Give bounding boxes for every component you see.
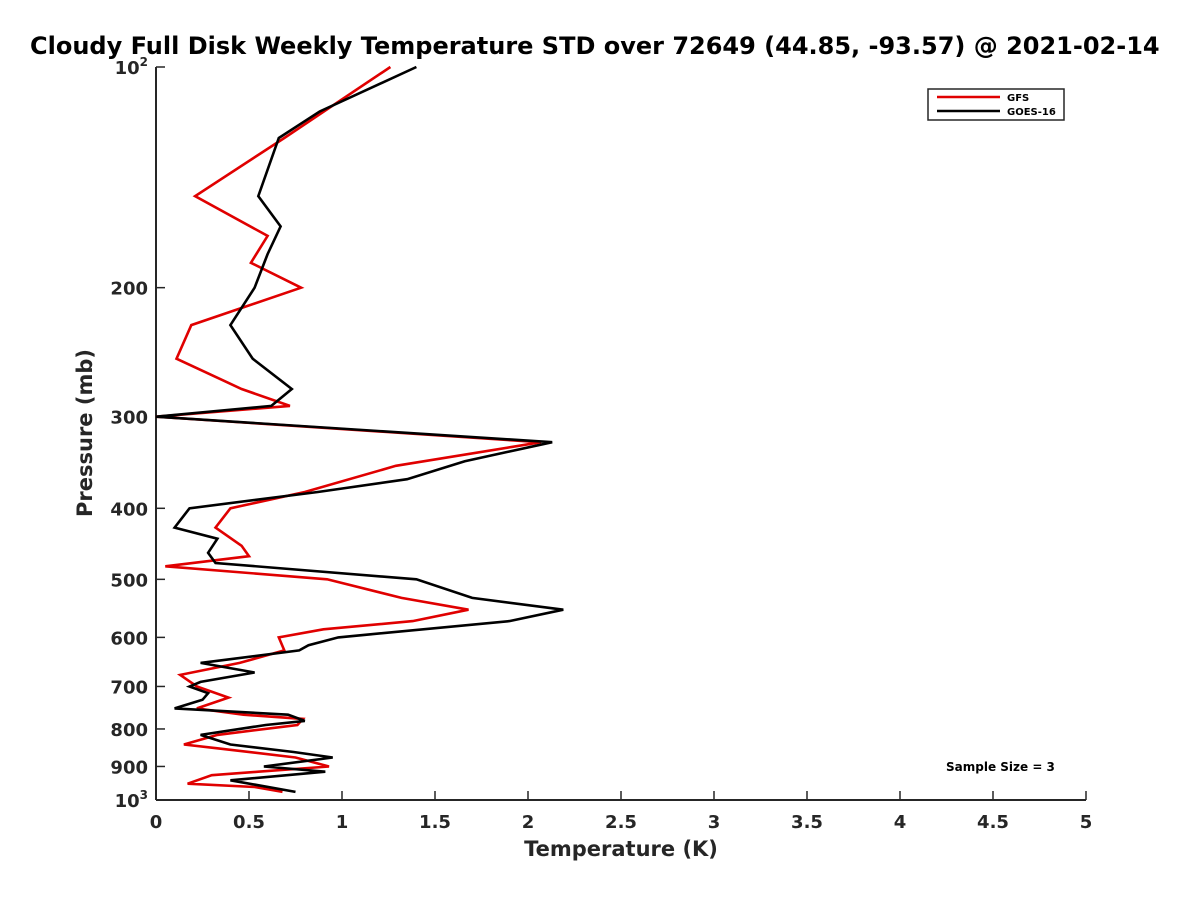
chart-title: Cloudy Full Disk Weekly Temperature STD … (30, 32, 1160, 60)
y-tick-label: 200 (110, 279, 148, 300)
y-axis-label: Pressure (mb) (73, 349, 97, 517)
y-tick-label: 700 (110, 677, 148, 698)
x-tick-label: 3 (708, 812, 721, 833)
x-tick-label: 4 (894, 812, 907, 833)
series-line-gfs (155, 65, 542, 794)
x-tick-label: 1.5 (419, 812, 451, 833)
x-tick-label: 0.5 (233, 812, 265, 833)
x-tick-label: 5 (1080, 812, 1093, 833)
legend-label: GFS (1007, 93, 1029, 104)
y-tick-exponent: 3 (140, 788, 148, 802)
y-tick-label: 102 (115, 55, 148, 79)
y-tick-label: 600 (110, 628, 148, 649)
series-lines (155, 65, 564, 794)
y-tick-base: 10 (115, 791, 140, 812)
x-axis-label: Temperature (K) (524, 837, 718, 861)
y-tick-label: 103 (115, 788, 148, 812)
legend-label: GOES-16 (1007, 107, 1056, 118)
y-tick-exponent: 2 (140, 55, 148, 69)
sample-size-annotation: Sample Size = 3 (946, 760, 1055, 774)
x-tick-label: 0 (150, 812, 163, 833)
y-tick-base: 10 (115, 58, 140, 79)
y-tick-label: 900 (110, 757, 148, 778)
plot-area (155, 67, 1086, 801)
y-tick-label: 800 (110, 720, 148, 741)
y-tick-label: 400 (110, 499, 148, 520)
x-ticks: 0 0.5 1 1.5 2 2.5 3 3.5 4 4.5 5 (150, 791, 1093, 833)
x-tick-label: 2 (522, 812, 535, 833)
x-tick-label: 3.5 (791, 812, 823, 833)
y-tick-label: 500 (110, 570, 148, 591)
x-tick-label: 2.5 (605, 812, 637, 833)
series-line-goes-16 (155, 65, 564, 794)
legend: GFS GOES-16 (927, 88, 1065, 121)
x-tick-label: 4.5 (977, 812, 1009, 833)
y-tick-label: 300 (110, 408, 148, 429)
x-tick-label: 1 (336, 812, 349, 833)
legend-box (927, 88, 1065, 121)
